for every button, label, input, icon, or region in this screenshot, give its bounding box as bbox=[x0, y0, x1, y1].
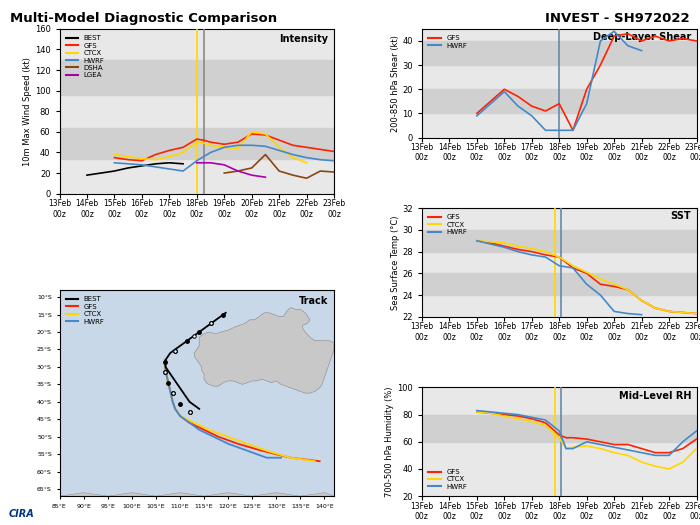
Legend: GFS, CTCX, HWRF: GFS, CTCX, HWRF bbox=[426, 466, 470, 492]
Bar bbox=[422, 415, 696, 442]
Text: INVEST - SH972022: INVEST - SH972022 bbox=[545, 12, 690, 25]
Bar bbox=[422, 274, 696, 295]
Text: Intensity: Intensity bbox=[279, 34, 328, 44]
Text: Deep-Layer Shear: Deep-Layer Shear bbox=[593, 32, 691, 42]
Legend: GFS, HWRF: GFS, HWRF bbox=[426, 33, 470, 51]
Bar bbox=[422, 41, 696, 65]
Legend: BEST, GFS, CTCX, HWRF, DSHA, LGEA: BEST, GFS, CTCX, HWRF, DSHA, LGEA bbox=[63, 33, 108, 81]
Bar bbox=[422, 89, 696, 113]
Text: SST: SST bbox=[671, 212, 691, 222]
Bar bbox=[60, 128, 334, 159]
Polygon shape bbox=[60, 492, 334, 500]
Y-axis label: 700-500 hPa Humidity (%): 700-500 hPa Humidity (%) bbox=[386, 386, 394, 497]
Legend: BEST, GFS, CTCX, HWRF: BEST, GFS, CTCX, HWRF bbox=[63, 293, 108, 327]
Text: Multi-Model Diagnostic Comparison: Multi-Model Diagnostic Comparison bbox=[10, 12, 278, 25]
Polygon shape bbox=[195, 308, 334, 393]
Y-axis label: Sea Surface Temp (°C): Sea Surface Temp (°C) bbox=[391, 215, 400, 310]
Bar bbox=[422, 230, 696, 251]
Text: CIRA: CIRA bbox=[8, 509, 34, 519]
Legend: GFS, CTCX, HWRF: GFS, CTCX, HWRF bbox=[426, 212, 470, 238]
Y-axis label: 200-850 hPa Shear (kt): 200-850 hPa Shear (kt) bbox=[391, 35, 400, 132]
Bar bbox=[60, 60, 334, 95]
Text: Track: Track bbox=[299, 296, 328, 306]
Y-axis label: 10m Max Wind Speed (kt): 10m Max Wind Speed (kt) bbox=[23, 57, 32, 166]
Text: Mid-Level RH: Mid-Level RH bbox=[619, 391, 691, 401]
